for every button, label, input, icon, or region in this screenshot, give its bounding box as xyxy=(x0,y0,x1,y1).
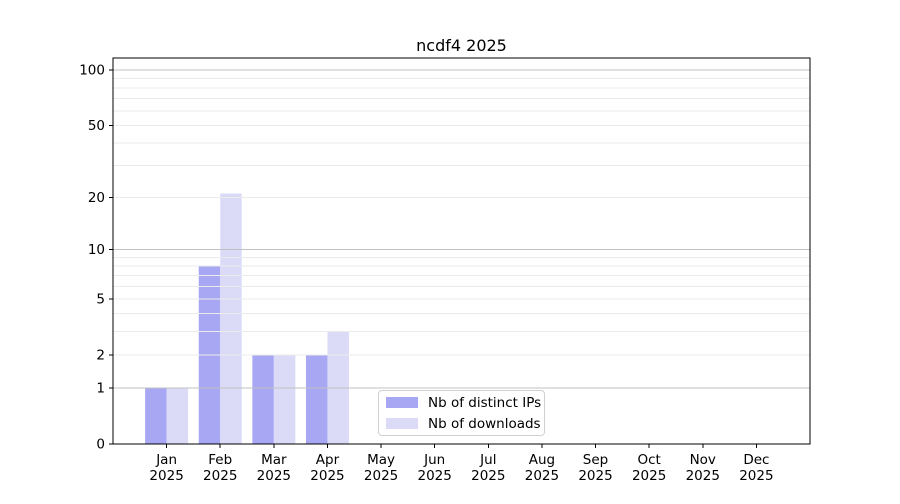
legend-item-downloads: Nb of downloads xyxy=(386,416,544,432)
y-tick-label: 2 xyxy=(96,347,105,363)
x-tick-label-month: Mar xyxy=(261,452,287,468)
x-tick-label-month: May xyxy=(367,452,395,468)
x-tick-label-month: Apr xyxy=(316,452,340,468)
y-tick-label: 1 xyxy=(96,380,105,396)
y-tick-label: 50 xyxy=(88,118,105,134)
y-tick-label: 100 xyxy=(79,63,105,79)
y-tick-label: 0 xyxy=(96,437,105,453)
bar-distinct-ips-jan xyxy=(145,387,167,444)
x-tick-label-year: 2025 xyxy=(686,468,720,484)
legend-label-distinct-ips: Nb of distinct IPs xyxy=(428,394,542,411)
x-tick-label-year: 2025 xyxy=(632,468,666,484)
bar-downloads-feb xyxy=(220,193,242,444)
x-tick-label-month: Jun xyxy=(423,452,445,468)
bar-distinct-ips-mar xyxy=(252,354,274,444)
x-tick-label-year: 2025 xyxy=(257,468,291,484)
x-tick-label-month: Nov xyxy=(690,452,716,468)
x-tick-label-year: 2025 xyxy=(364,468,398,484)
legend-swatch-downloads xyxy=(386,418,418,429)
x-tick-label-year: 2025 xyxy=(739,468,773,484)
x-tick-label-year: 2025 xyxy=(149,468,183,484)
x-tick-label-year: 2025 xyxy=(203,468,237,484)
legend: Nb of distinct IPs Nb of downloads xyxy=(378,390,545,436)
x-tick-label-month: Sep xyxy=(583,452,608,468)
legend-item-distinct-ips: Nb of distinct IPs xyxy=(386,395,544,411)
legend-label-downloads: Nb of downloads xyxy=(428,415,541,432)
x-tick-label-month: Jan xyxy=(155,452,177,468)
x-tick-label-year: 2025 xyxy=(471,468,505,484)
x-tick-label-year: 2025 xyxy=(310,468,344,484)
x-tick-label-month: Jul xyxy=(479,452,496,468)
x-tick-label-month: Aug xyxy=(529,452,555,468)
x-tick-label-year: 2025 xyxy=(578,468,612,484)
chart-title: ncdf4 2025 xyxy=(416,36,507,55)
bar-downloads-mar xyxy=(273,354,296,444)
legend-swatch-distinct-ips xyxy=(386,397,418,408)
x-tick-label-year: 2025 xyxy=(418,468,452,484)
y-tick-label: 5 xyxy=(96,291,105,307)
bar-distinct-ips-apr xyxy=(305,354,328,444)
plot-border xyxy=(112,57,811,445)
x-tick-label-month: Dec xyxy=(743,452,769,468)
y-tick-label: 20 xyxy=(88,190,105,206)
bar-downloads-jan xyxy=(166,387,189,444)
x-tick-label-month: Feb xyxy=(208,452,232,468)
x-tick-label-month: Oct xyxy=(637,452,660,468)
y-tick-label: 10 xyxy=(88,242,105,258)
x-tick-label-year: 2025 xyxy=(525,468,559,484)
